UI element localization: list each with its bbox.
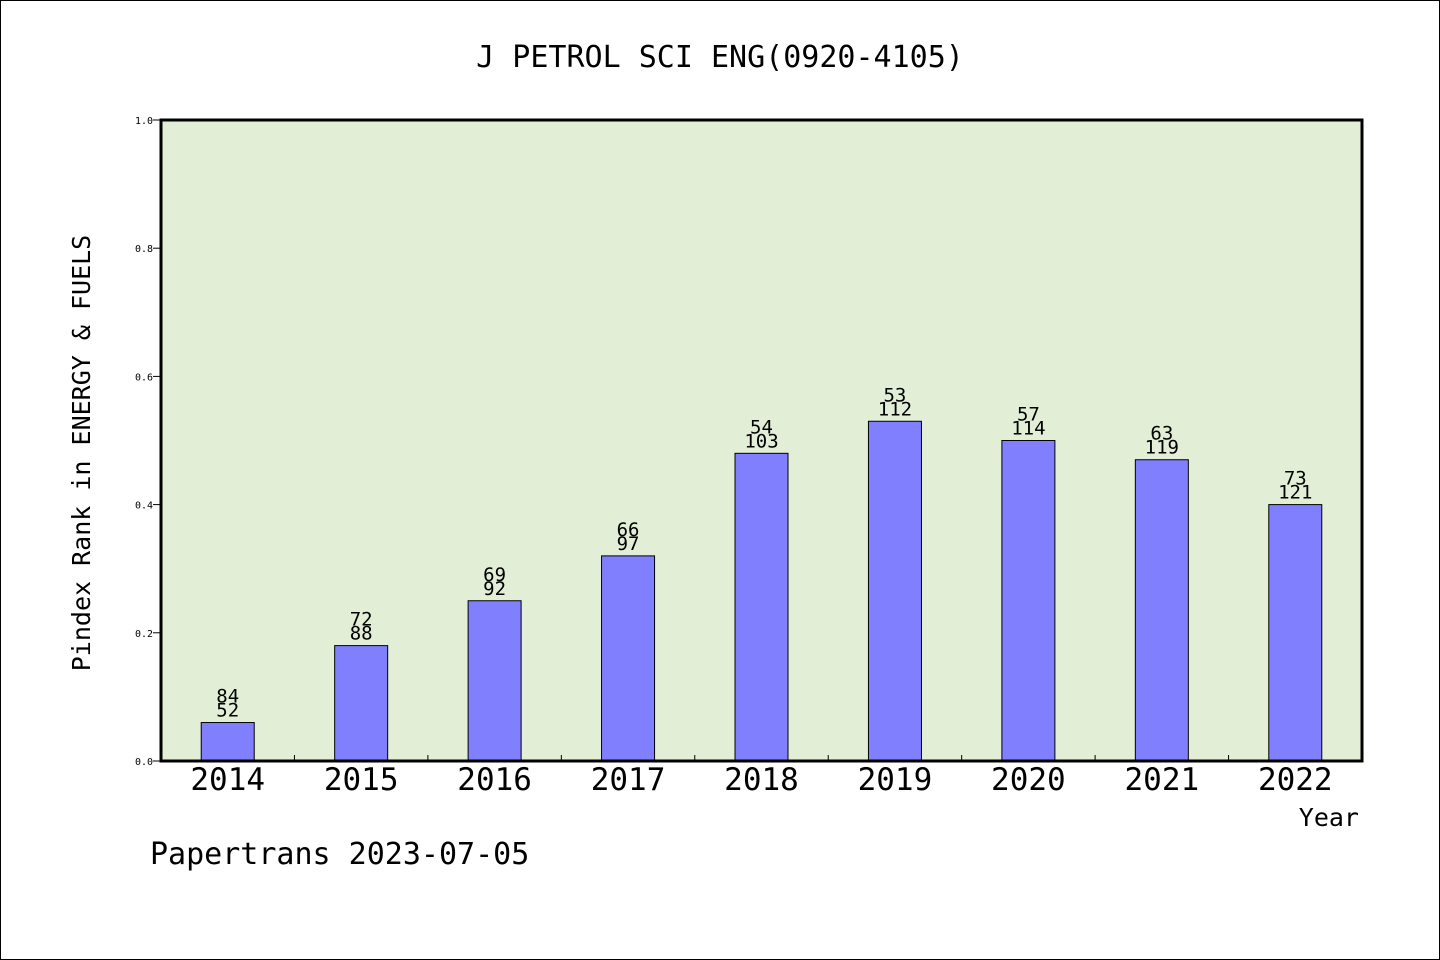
y-tick-label: 0.8 xyxy=(135,244,153,255)
data-label-top: 53 xyxy=(883,384,906,406)
data-label-top: 57 xyxy=(1017,404,1040,426)
x-tick-label: 2021 xyxy=(1125,762,1200,798)
data-label-top: 72 xyxy=(350,609,373,631)
plot-border xyxy=(159,118,1364,763)
x-axis-title: Year xyxy=(1299,803,1359,832)
x-tick-label: 2018 xyxy=(724,762,799,798)
y-tick-label: 0.6 xyxy=(135,372,153,383)
bar-2014 xyxy=(200,722,255,762)
bar-2019 xyxy=(867,420,922,762)
y-axis: 0.0 0.2 0.4 0.6 0.8 1.0 xyxy=(135,116,161,768)
data-label-bottom: 112 xyxy=(878,398,912,420)
bars-group xyxy=(200,420,1323,762)
chart-title: J PETROL SCI ENG(0920-4105) xyxy=(476,40,964,75)
data-label-top: 63 xyxy=(1150,423,1173,445)
bar-2018 xyxy=(734,452,789,762)
data-label-bottom: 52 xyxy=(216,700,239,722)
data-label-bottom: 103 xyxy=(744,430,778,452)
data-label-top: 73 xyxy=(1284,468,1307,490)
y-axis-title: Pindex Rank in ENERGY & FUELS xyxy=(67,235,96,672)
data-label-bottom: 121 xyxy=(1278,482,1312,504)
y-tick-label: 0.2 xyxy=(135,629,153,640)
bar-2021 xyxy=(1134,459,1189,762)
x-axis: 2014 2015 2016 2017 2018 2019 2020 2021 2022 xyxy=(190,755,1333,798)
data-label-bottom: 114 xyxy=(1011,418,1045,440)
x-tick-label: 2015 xyxy=(324,762,399,798)
x-tick-label: 2020 xyxy=(991,762,1066,798)
y-tick-label: 1.0 xyxy=(135,116,153,127)
footer-text: Papertrans 2023-07-05 xyxy=(150,837,529,872)
bar-2015 xyxy=(334,645,389,762)
data-label-top: 66 xyxy=(617,519,640,541)
x-tick-label: 2019 xyxy=(858,762,933,798)
data-label-top: 84 xyxy=(216,686,239,708)
x-tick-label: 2016 xyxy=(457,762,532,798)
data-label-bottom: 119 xyxy=(1145,437,1179,459)
bar-2020 xyxy=(1001,440,1056,762)
bar-2016 xyxy=(467,600,522,762)
data-label-bottom: 92 xyxy=(483,578,506,600)
x-tick-label: 2022 xyxy=(1258,762,1333,798)
y-tick-label: 0.4 xyxy=(135,501,153,512)
data-label-bottom: 97 xyxy=(617,533,640,555)
bar-2017 xyxy=(601,555,656,762)
x-tick-label: 2014 xyxy=(190,762,265,798)
data-label-top: 69 xyxy=(483,564,506,586)
bar-2022 xyxy=(1268,504,1323,762)
data-label-bottom: 88 xyxy=(350,623,373,645)
y-tick-label: 0.0 xyxy=(135,757,153,768)
data-label-top: 54 xyxy=(750,416,773,438)
x-tick-label: 2017 xyxy=(591,762,666,798)
